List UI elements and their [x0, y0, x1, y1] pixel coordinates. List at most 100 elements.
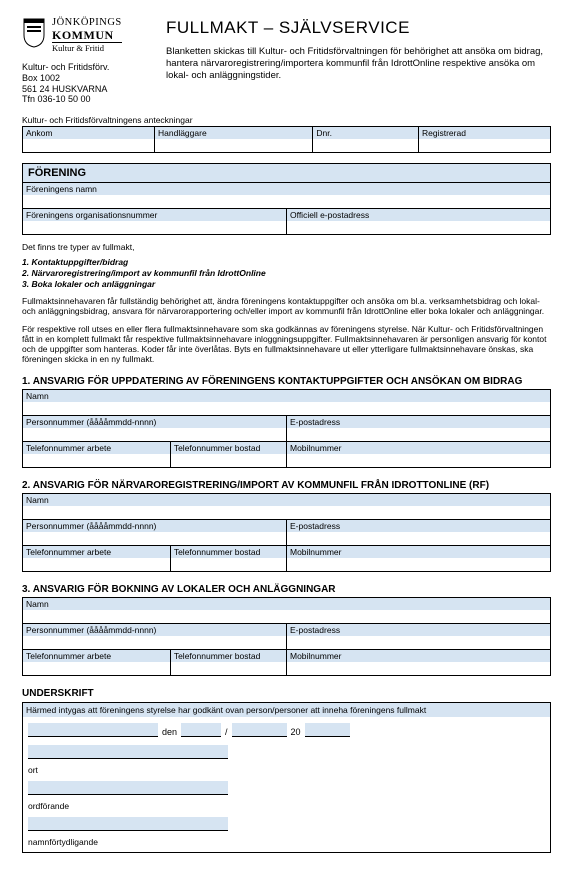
addr-line: 561 24 HUSKVARNA [22, 84, 152, 95]
notes-col-ankom: Ankom [23, 127, 154, 139]
p-mobile-label: Mobilnummer [287, 442, 550, 454]
den-label: den [162, 727, 177, 737]
p-telhome-field[interactable] [171, 558, 286, 571]
header: JÖNKÖPINGS KOMMUN Kultur & Fritid Kultur… [22, 18, 551, 105]
p-telwork-label: Telefonnummer arbete [23, 546, 170, 558]
title-column: FULLMAKT – SJÄLVSERVICE Blanketten skick… [166, 18, 551, 105]
logo: JÖNKÖPINGS KOMMUN Kultur & Fritid [22, 18, 152, 52]
shield-icon [22, 18, 46, 48]
forening-name-field[interactable] [23, 195, 550, 208]
addr-line: Kultur- och Fritidsförv. [22, 62, 152, 73]
section3-title: 3. ANSVARIG FÖR BOKNING AV LOKALER OCH A… [22, 584, 551, 595]
p-pnr-field[interactable] [23, 636, 286, 649]
p-pnr-label: Personnummer (ååååmmdd-nnnn) [23, 416, 286, 428]
p-email-field[interactable] [287, 532, 550, 545]
p-telwork-field[interactable] [23, 558, 170, 571]
year-prefix: 20 [291, 727, 301, 737]
ordf-field[interactable] [28, 781, 228, 795]
p-email-label: E-postadress [287, 416, 550, 428]
p-telhome-label: Telefonnummer bostad [171, 546, 286, 558]
p-telwork-field[interactable] [23, 662, 170, 675]
type-item: 2. Närvaroregistrering/import av kommunf… [22, 268, 551, 279]
page-title: FULLMAKT – SJÄLVSERVICE [166, 18, 551, 38]
p-name-field[interactable] [23, 610, 550, 623]
p-email-label: E-postadress [287, 624, 550, 636]
addr-line: Box 1002 [22, 73, 152, 84]
notes-val[interactable] [419, 139, 550, 152]
p-telhome-field[interactable] [171, 454, 286, 467]
section2-title: 2. ANSVARIG FÖR NÄRVAROREGISTRERING/IMPO… [22, 480, 551, 491]
forening-orgnr-field[interactable] [23, 221, 286, 234]
year-field[interactable] [305, 723, 350, 737]
place-field[interactable] [28, 723, 158, 737]
notes-table: Ankom Handläggare Dnr. Registrerad [22, 126, 551, 153]
notes-col-dnr: Dnr. [313, 127, 418, 139]
addr-line: Tfn 036-10 50 00 [22, 94, 152, 105]
section1-title: 1. ANSVARIG FÖR UPPDATERING AV FÖRENINGE… [22, 376, 551, 387]
p-telwork-label: Telefonnummer arbete [23, 442, 170, 454]
notes-label: Kultur- och Fritidsförvaltningens anteck… [22, 115, 551, 125]
p-mobile-field[interactable] [287, 558, 550, 571]
signature-box: Härmed intygas att föreningens styrelse … [22, 702, 551, 853]
ordf-block: ordförande [28, 781, 545, 811]
signature-statement: Härmed intygas att föreningens styrelse … [23, 703, 550, 717]
type-item: 1. Kontaktuppgifter/bidrag [22, 257, 551, 268]
p-pnr-label: Personnummer (ååååmmdd-nnnn) [23, 624, 286, 636]
p-name-label: Namn [23, 390, 550, 402]
forening-name-label: Föreningens namn [23, 183, 550, 195]
day-field[interactable] [181, 723, 221, 737]
underskrift-heading: UNDERSKRIFT [22, 688, 551, 699]
slash-label: / [225, 727, 228, 737]
logo-line3: Kultur & Fritid [52, 42, 122, 53]
forening-email-label: Officiell e-postadress [287, 209, 550, 221]
p-name-label: Namn [23, 494, 550, 506]
p-telhome-label: Telefonnummer bostad [171, 442, 286, 454]
forening-heading: FÖRENING [22, 163, 551, 183]
p-pnr-label: Personnummer (ååååmmdd-nnnn) [23, 520, 286, 532]
p-pnr-field[interactable] [23, 428, 286, 441]
ort-field[interactable] [28, 745, 228, 759]
p-telhome-field[interactable] [171, 662, 286, 675]
p-name-field[interactable] [23, 402, 550, 415]
p-mobile-label: Mobilnummer [287, 650, 550, 662]
forening-table: Föreningens namn Föreningens organisatio… [22, 183, 551, 235]
p-mobile-label: Mobilnummer [287, 546, 550, 558]
clarify-block: namnförtydligande [28, 817, 545, 847]
p-name-label: Namn [23, 598, 550, 610]
logo-line1: JÖNKÖPINGS [52, 18, 122, 29]
notes-val[interactable] [23, 139, 154, 152]
ort-label: ort [28, 765, 545, 775]
ort-block: ort [28, 745, 545, 775]
paragraph-1: Fullmaktsinnehavaren får fullständig beh… [22, 296, 551, 316]
notes-col-registrerad: Registrerad [419, 127, 550, 139]
clarify-label: namnförtydligande [28, 837, 545, 847]
p-telhome-label: Telefonnummer bostad [171, 650, 286, 662]
person2-table: Namn Personnummer (ååååmmdd-nnnn) E-post… [22, 493, 551, 572]
logo-line2: KOMMUN [52, 29, 122, 41]
address-block: Kultur- och Fritidsförv. Box 1002 561 24… [22, 62, 152, 105]
p-email-field[interactable] [287, 636, 550, 649]
types-list: 1. Kontaktuppgifter/bidrag 2. Närvaroreg… [22, 257, 551, 289]
p-mobile-field[interactable] [287, 454, 550, 467]
month-field[interactable] [232, 723, 287, 737]
p-telwork-field[interactable] [23, 454, 170, 467]
forening-email-field[interactable] [287, 221, 550, 234]
paragraph-2: För respektive roll utses en eller flera… [22, 324, 551, 365]
intro-text: Blanketten skickas till Kultur- och Frit… [166, 46, 551, 82]
person3-table: Namn Personnummer (ååååmmdd-nnnn) E-post… [22, 597, 551, 676]
logo-column: JÖNKÖPINGS KOMMUN Kultur & Fritid Kultur… [22, 18, 152, 105]
p-pnr-field[interactable] [23, 532, 286, 545]
type-item: 3. Boka lokaler och anläggningar [22, 279, 551, 290]
date-row: den / 20 [28, 723, 545, 737]
p-email-label: E-postadress [287, 520, 550, 532]
clarify-field[interactable] [28, 817, 228, 831]
ordf-label: ordförande [28, 801, 545, 811]
types-intro: Det finns tre typer av fullmakt, [22, 242, 551, 252]
p-email-field[interactable] [287, 428, 550, 441]
forening-orgnr-label: Föreningens organisationsnummer [23, 209, 286, 221]
notes-val[interactable] [313, 139, 418, 152]
p-mobile-field[interactable] [287, 662, 550, 675]
notes-val[interactable] [155, 139, 312, 152]
person1-table: Namn Personnummer (ååååmmdd-nnnn) E-post… [22, 389, 551, 468]
p-name-field[interactable] [23, 506, 550, 519]
